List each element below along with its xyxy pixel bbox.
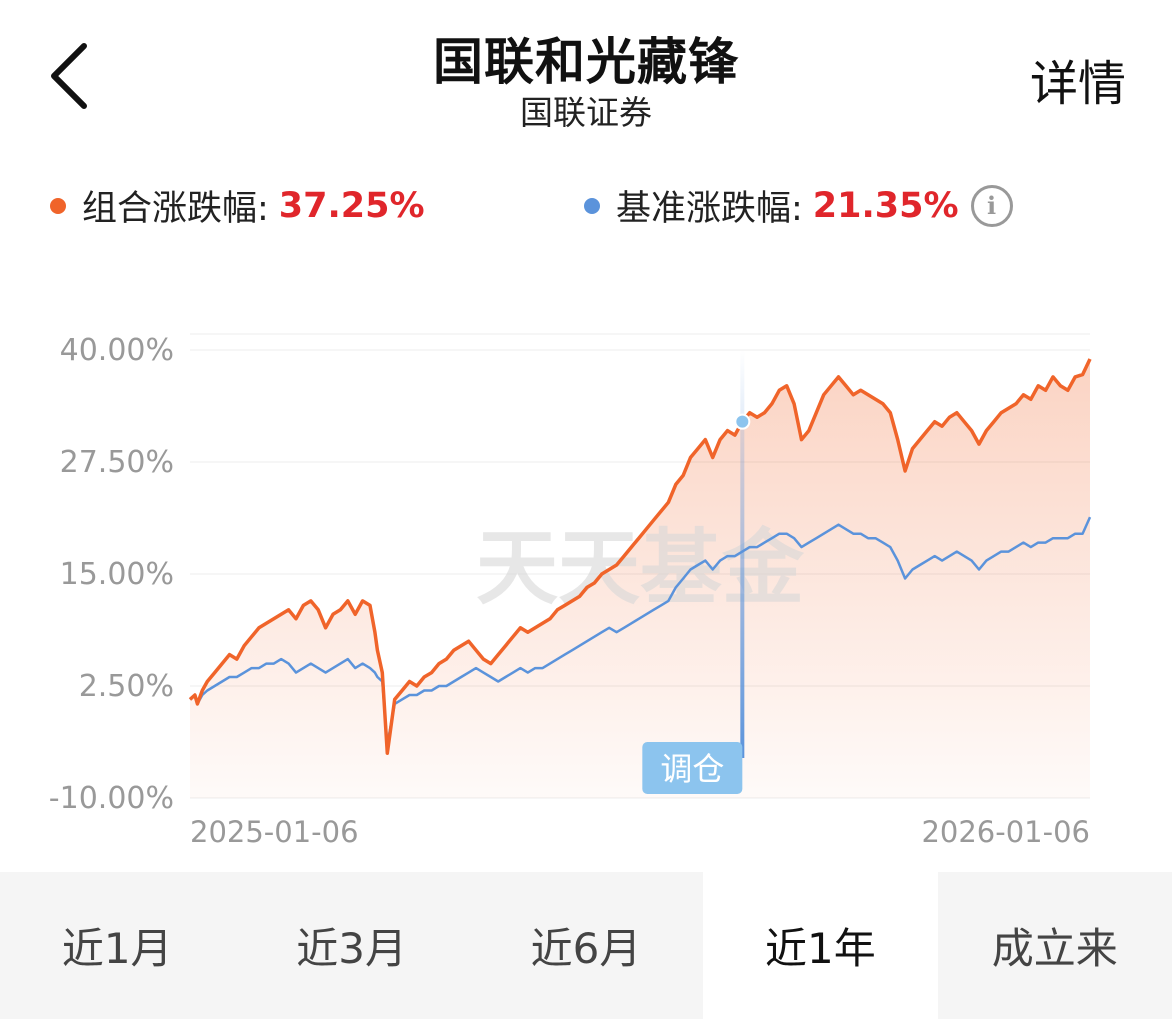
x-tick-label: 2026-01-06 [921, 815, 1090, 849]
header: 国联和光藏锋 国联证券 详情 [0, 0, 1172, 140]
portfolio-area [190, 359, 1090, 798]
x-tick-label: 2025-01-06 [190, 815, 359, 849]
benchmark-line [189, 516, 1092, 746]
legend-benchmark: 基准涨跌幅: 21.35% i [584, 180, 1013, 231]
legend-portfolio: 组合涨跌幅: 37.25% [50, 180, 425, 231]
detail-button[interactable]: 详情 [1029, 56, 1126, 112]
chart-legend: 组合涨跌幅: 37.25% 基准涨跌幅: 21.35% i [0, 180, 1172, 240]
tab-1-year[interactable]: 近1年 [703, 872, 938, 1019]
adjust-marker-dot [734, 413, 751, 430]
return-chart-svg[interactable]: 40.00% 27.50% 15.00% 2.50% -10.00% 2025-01-06… [0, 300, 1172, 860]
adjust-line [740, 350, 745, 758]
back-button[interactable] [40, 36, 100, 116]
tab-3-months[interactable]: 近3月 [296, 924, 407, 973]
portfolio-value: 37.25% [278, 185, 425, 226]
return-chart[interactable]: 40.00% 27.50% 15.00% 2.50% -10.00% 2025-01-06… [0, 300, 1172, 860]
portfolio-label: 组合涨跌幅: [82, 189, 269, 229]
fund-company: 国联证券 [520, 93, 652, 132]
benchmark-value: 21.35% [812, 185, 959, 226]
tab-6-months[interactable]: 近6月 [530, 924, 642, 973]
chevron-left-icon [51, 43, 87, 109]
portfolio-dot-icon [50, 197, 66, 214]
tab-1-month[interactable]: 近1月 [61, 924, 173, 973]
y-tick-label: 15.00% [60, 557, 174, 592]
y-tick-label: -10.00% [49, 781, 174, 816]
fund-title: 国联和光藏锋 [433, 33, 739, 91]
adjust-label: 调仓 [660, 750, 724, 788]
period-tabs: 近1月 近3月 近6月 近1年 成立来 [0, 872, 1172, 1019]
tab-since-inception[interactable]: 成立来 [991, 924, 1118, 973]
portfolio-line [188, 358, 1092, 755]
y-tick-label: 27.50% [60, 445, 174, 480]
benchmark-label: 基准涨跌幅: [616, 189, 803, 229]
adjust-badge [642, 742, 743, 794]
y-tick-label: 40.00% [60, 333, 174, 368]
y-tick-label: 2.50% [79, 669, 174, 704]
benchmark-dot-icon [584, 197, 600, 214]
info-icon[interactable]: i [970, 184, 1013, 227]
